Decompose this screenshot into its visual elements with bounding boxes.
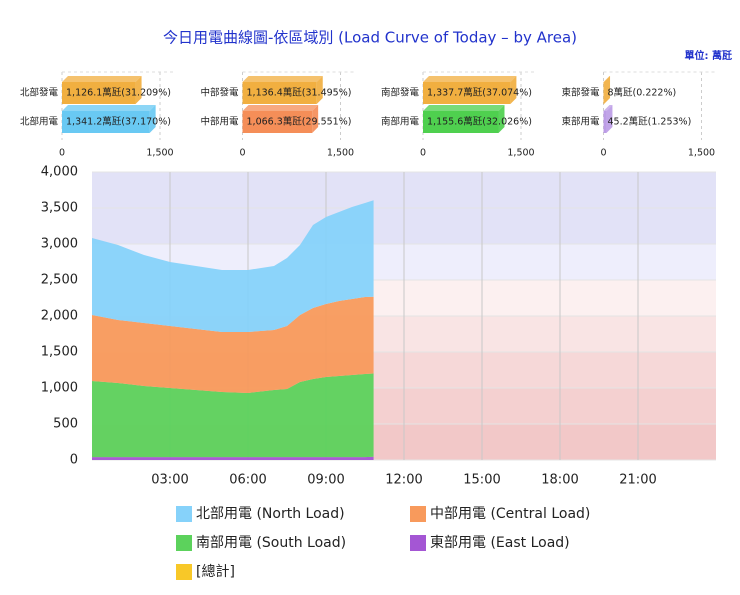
bar-top [242,105,319,111]
legend-swatch [410,535,426,551]
y-tick-label: 0 [70,453,78,468]
category-label: 北部發電 [20,87,59,99]
bar [423,82,511,104]
bar-top [62,76,142,82]
x-tick-label: 1,500 [327,148,354,159]
legend-swatch [176,535,192,551]
bar-top [62,105,156,111]
bar-side [312,105,319,133]
x-tick-label: 1,500 [507,148,534,159]
value-label: 1,066.3萬瓩(29.551%) [247,116,352,128]
bar-top [423,105,505,111]
category-label: 東部用電 [561,116,600,128]
bar [242,82,317,104]
y-tick-label: 1,000 [41,381,78,396]
bar [62,111,150,133]
y-tick-label: 4,000 [41,165,78,180]
category-label: 東部發電 [561,87,600,99]
bar-side [135,76,142,104]
legend-label: [總計] [196,563,235,580]
x-tick-label: 15:00 [463,473,500,488]
x-tick-label: 03:00 [151,473,188,488]
y-tick-label: 1,500 [41,345,78,360]
area [92,296,374,393]
y-tick-label: 2,000 [41,309,78,324]
legend-label: 北部用電 (North Load) [196,506,345,522]
bar [423,111,499,133]
legend-swatch [176,506,192,522]
x-tick-label: 1,500 [688,148,715,159]
value-label: 1,136.4萬瓩(31.495%) [247,87,352,99]
value-label: 1,126.1萬瓩(31.209%) [66,87,171,99]
legend-swatch [410,506,426,522]
x-tick-label: 0 [420,148,426,159]
bar [603,111,607,133]
bar-top [423,76,517,82]
value-label: 8萬瓩(0.222%) [608,87,677,99]
bar-side [498,105,505,133]
unit-note: 單位: 萬瓩 [685,49,732,62]
y-tick-label: 3,000 [41,237,78,252]
value-label: 1,155.6萬瓩(32.026%) [427,116,532,128]
category-label: 中部用電 [200,116,239,128]
legend-label: 南部用電 (South Load) [196,535,346,551]
bar-side [149,105,156,133]
bar [603,82,605,104]
category-label: 南部發電 [381,87,420,99]
category-label: 北部用電 [20,116,59,128]
x-tick-label: 06:00 [229,473,266,488]
x-tick-label: 0 [59,148,65,159]
area [92,200,374,332]
bar-top [242,76,323,82]
y-tick-label: 2,500 [41,273,78,288]
bar-side [316,76,323,104]
bar [62,82,136,104]
bar-side [510,76,517,104]
x-tick-label: 18:00 [541,473,578,488]
x-tick-label: 0 [239,148,245,159]
x-tick-label: 12:00 [385,473,422,488]
chart-title: 今日用電曲線圖-依區域別 (Load Curve of Today – by A… [163,29,577,47]
x-tick-label: 0 [600,148,606,159]
area [92,456,374,460]
category-label: 南部用電 [381,116,420,128]
legend-label: 東部用電 (East Load) [430,535,570,551]
value-label: 1,337.7萬瓩(37.074%) [427,87,532,99]
bar-top [603,105,613,111]
legend-label: 中部用電 (Central Load) [430,506,590,522]
bar [242,111,313,133]
x-tick-label: 1,500 [146,148,173,159]
value-label: 1,341.2萬瓩(37.170%) [66,116,171,128]
y-tick-label: 3,500 [41,201,78,216]
bar-side [604,76,611,104]
value-label: 45.2萬瓩(1.253%) [608,116,692,128]
area [92,373,374,458]
bar-top [603,76,611,82]
category-label: 中部發電 [200,87,239,99]
y-tick-label: 500 [53,417,78,432]
x-tick-label: 21:00 [619,473,656,488]
x-tick-label: 09:00 [307,473,344,488]
legend-swatch [176,564,192,580]
bar-side [606,105,613,133]
